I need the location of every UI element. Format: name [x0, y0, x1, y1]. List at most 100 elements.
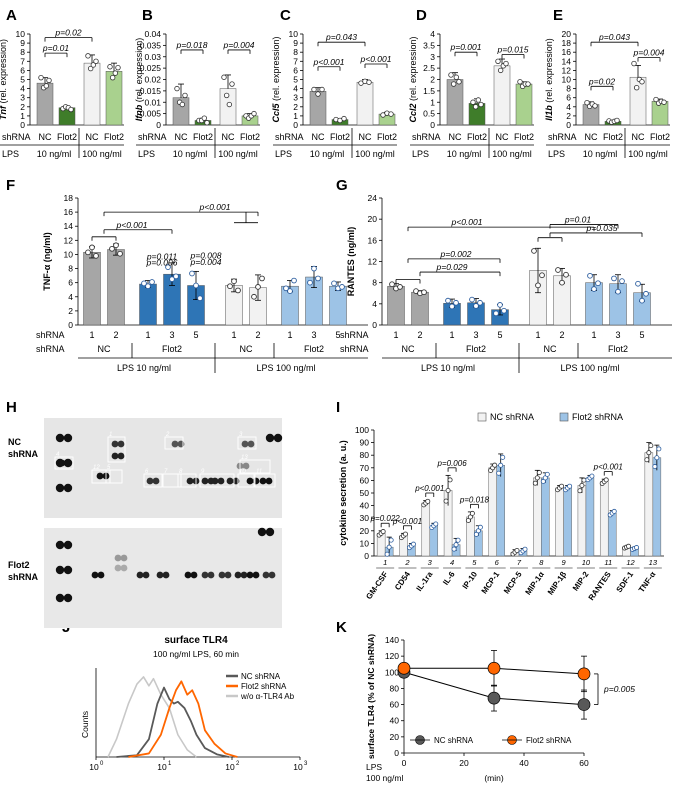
lps-dose: 10 ng/ml [173, 149, 208, 159]
data-point [421, 289, 427, 296]
x-tick-label: 1 [231, 330, 236, 340]
blot-box [107, 436, 126, 463]
data-point [615, 288, 621, 295]
blot-label: shRNA [8, 449, 39, 459]
y-tick-label: 100 [355, 425, 369, 435]
data-point [652, 464, 658, 470]
data-point [227, 283, 233, 290]
group-label: Flot2 [466, 344, 486, 354]
y-tick-label: 16 [368, 235, 378, 245]
y-axis-label: Ccl2 (rel. expression) [408, 36, 418, 122]
y-tick-label: 0.02 [144, 75, 161, 85]
y-tick-label: 20 [562, 29, 572, 39]
x-tick-label: 10 [157, 762, 167, 772]
data-point [577, 698, 591, 711]
y-tick-label: 6 [566, 93, 571, 103]
x-tick-label: SDF-1 [615, 570, 636, 595]
data-point [433, 521, 439, 527]
group-label: Flot2 [608, 344, 628, 354]
blot-spot [246, 477, 254, 485]
y-axis-unit: (rel. expression) [0, 39, 8, 106]
y-tick-label: 2 [566, 111, 571, 121]
x-tick-label: 2 [255, 330, 260, 340]
x-tick-label: MIP-2 [571, 570, 591, 593]
x-tick-label: 5 [497, 330, 502, 340]
panel-letter-f: F [6, 177, 15, 194]
bar [493, 65, 511, 126]
y-tick-label: 20 [368, 214, 378, 224]
group-label: Flot2 [304, 344, 324, 354]
y-tick-label: 2 [293, 102, 298, 112]
x-tick-label: 2 [113, 330, 118, 340]
data-point [555, 267, 561, 273]
lps-label: LPS [138, 149, 155, 159]
y-tick-label: 120 [385, 651, 399, 661]
x-tick-label: MIP-1β [546, 570, 568, 597]
y-tick-label: 16 [64, 207, 74, 217]
y-axis-label: surface TLR4 (% of NC shRNA) [366, 634, 376, 759]
data-point [283, 285, 289, 292]
p-value: p<0.001 [199, 202, 231, 212]
data-point [475, 97, 482, 103]
shrna-label: shRNA [340, 330, 369, 340]
data-point [226, 101, 233, 108]
data-point [493, 310, 499, 317]
data-point [107, 64, 113, 70]
data-point [603, 477, 609, 483]
blot-box-number: 13 [241, 455, 248, 461]
blot-spot [201, 477, 209, 485]
data-point [587, 272, 593, 279]
p-value: p<0.001 [313, 57, 345, 67]
data-point [525, 81, 531, 87]
data-point [319, 86, 325, 93]
x-tick-number: 4 [450, 558, 454, 567]
p-value: p=0.006 [146, 258, 178, 268]
p-value: p=0.018 [459, 495, 490, 504]
data-point [445, 297, 451, 304]
shrna-label: shRNA [548, 132, 577, 142]
data-point [179, 101, 186, 108]
panel-letter-i: I [336, 399, 340, 416]
blot-spot [146, 477, 154, 485]
data-point [544, 471, 550, 477]
data-point [559, 483, 565, 489]
bar [411, 291, 429, 326]
p-value: p=0.01 [564, 214, 592, 224]
blot-spot [63, 565, 73, 575]
data-point [503, 60, 509, 67]
p-value: p=0.022 [370, 514, 401, 523]
group-label-nc: NC [496, 132, 509, 142]
blot-spot [120, 564, 128, 572]
y-axis-unit: (rel. expression) [271, 36, 281, 103]
x-tick-label: 5 [193, 330, 198, 340]
blot-spot [217, 477, 225, 485]
bar [541, 477, 550, 557]
blot-box-number: 4 [56, 452, 60, 458]
data-point [495, 58, 501, 64]
data-point [500, 454, 506, 460]
y-tick-label: 1.5 [423, 86, 435, 96]
y-tick-label: 20 [390, 732, 400, 742]
group-label-flot2: Flot2 [57, 132, 77, 142]
data-point [456, 79, 462, 85]
y-tick-label: 0 [372, 320, 377, 330]
data-point [87, 65, 94, 72]
data-point [251, 110, 257, 117]
y-tick-label: 6 [293, 65, 298, 75]
group-label-flot2: Flot2 [193, 132, 213, 142]
x-tick-label: TNF-α [637, 570, 658, 594]
x-tick-number: 5 [472, 558, 477, 567]
data-point [89, 244, 95, 251]
y-tick-label: 40 [360, 501, 370, 511]
lps-dose: 100 ng/ml [218, 149, 258, 159]
data-point [402, 531, 408, 537]
blot-box [164, 436, 184, 450]
data-point [229, 81, 235, 87]
bar [139, 283, 157, 326]
blot-spot [240, 571, 248, 579]
lps-label: LPS [275, 149, 292, 159]
x-tick-number: 6 [495, 558, 500, 567]
